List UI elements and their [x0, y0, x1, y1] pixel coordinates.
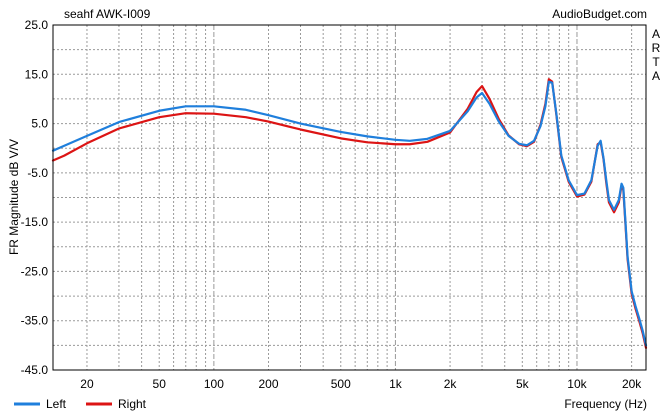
- side-label-letter: T: [652, 55, 660, 69]
- legend-label-right: Right: [118, 397, 147, 411]
- x-tick-label: 200: [259, 377, 279, 391]
- x-axis-label: Frequency (Hz): [564, 397, 647, 411]
- side-label-letter: R: [652, 41, 661, 55]
- series-layer: [51, 78, 648, 349]
- side-label-letter: A: [652, 69, 660, 83]
- y-axis-label: FR Magnitude dB V/V: [7, 139, 21, 255]
- y-tick-label: 25.0: [25, 18, 49, 32]
- x-tick-label: 2k: [444, 377, 458, 391]
- x-tick-label: 20: [80, 377, 94, 391]
- y-tick-label: 5.0: [31, 117, 48, 131]
- x-tick-labels: 20 50 100 200 500 1k 2k 5k 10k 20k: [80, 377, 642, 391]
- y-tick-label: -5.0: [27, 166, 48, 180]
- x-tick-label: 20k: [622, 377, 642, 391]
- chart-title: seahf AWK-I009: [64, 7, 151, 21]
- plot-frame: [52, 24, 647, 371]
- x-tick-label: 50: [153, 377, 167, 391]
- x-tick-label: 100: [204, 377, 224, 391]
- y-tick-label: -35.0: [21, 314, 49, 328]
- x-tick-label: 10k: [567, 377, 587, 391]
- x-tick-label: 500: [331, 377, 351, 391]
- x-tick-label: 5k: [516, 377, 530, 391]
- y-tick-label: -15.0: [21, 215, 49, 229]
- y-tick-label: -25.0: [21, 264, 49, 278]
- side-label-letter: A: [652, 27, 660, 41]
- legend-label-left: Left: [46, 397, 67, 411]
- legend: Left Right: [14, 397, 147, 411]
- watermark: AudioBudget.com: [552, 7, 647, 21]
- series-line-left: [51, 80, 648, 347]
- grid-lines: [53, 25, 646, 370]
- side-label: A R T A: [652, 27, 661, 83]
- y-tick-labels: 25.0 15.0 5.0 -5.0 -15.0 -25.0 -35.0 -45.0: [21, 18, 49, 377]
- y-tick-label: -45.0: [21, 363, 49, 377]
- x-tick-label: 1k: [389, 377, 403, 391]
- y-tick-label: 15.0: [25, 67, 49, 81]
